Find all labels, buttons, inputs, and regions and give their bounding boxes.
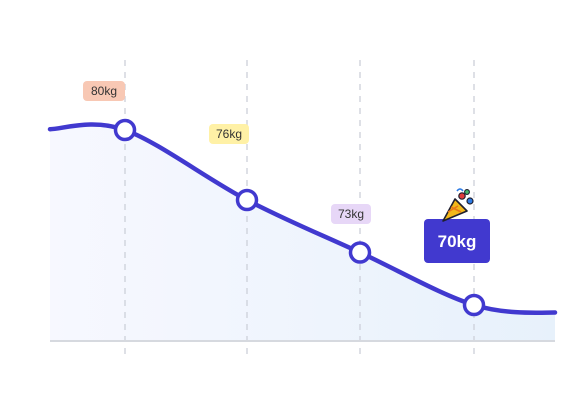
confetti-green (464, 189, 470, 195)
final-weight-badge: 70kg (424, 219, 490, 263)
value-label-text-3: 73kg (338, 207, 364, 221)
area-fill (50, 124, 555, 340)
value-label-text-1: 80kg (91, 84, 117, 98)
final-weight-badge-bg (424, 219, 490, 263)
party-popper-stripes (447, 205, 462, 213)
party-popper-icon (442, 188, 474, 222)
value-label-text-2: 76kg (216, 127, 242, 141)
value-label-2: 76kg (209, 124, 249, 144)
value-label-1: 80kg (83, 81, 125, 101)
data-point-3 (348, 241, 372, 264)
value-label-bg-2 (209, 124, 249, 144)
value-label-3: 73kg (331, 204, 371, 224)
confetti-blue (466, 197, 474, 205)
final-weight-text: 70kg (438, 232, 477, 251)
data-point-4 (462, 293, 486, 317)
value-label-bg-3 (331, 204, 371, 224)
data-point-1 (113, 118, 137, 142)
value-label-bg-1 (83, 81, 125, 101)
confetti-red (458, 192, 466, 200)
party-popper-cone (442, 198, 468, 222)
data-point-2 (235, 188, 259, 212)
confetti-streamer (456, 188, 464, 192)
